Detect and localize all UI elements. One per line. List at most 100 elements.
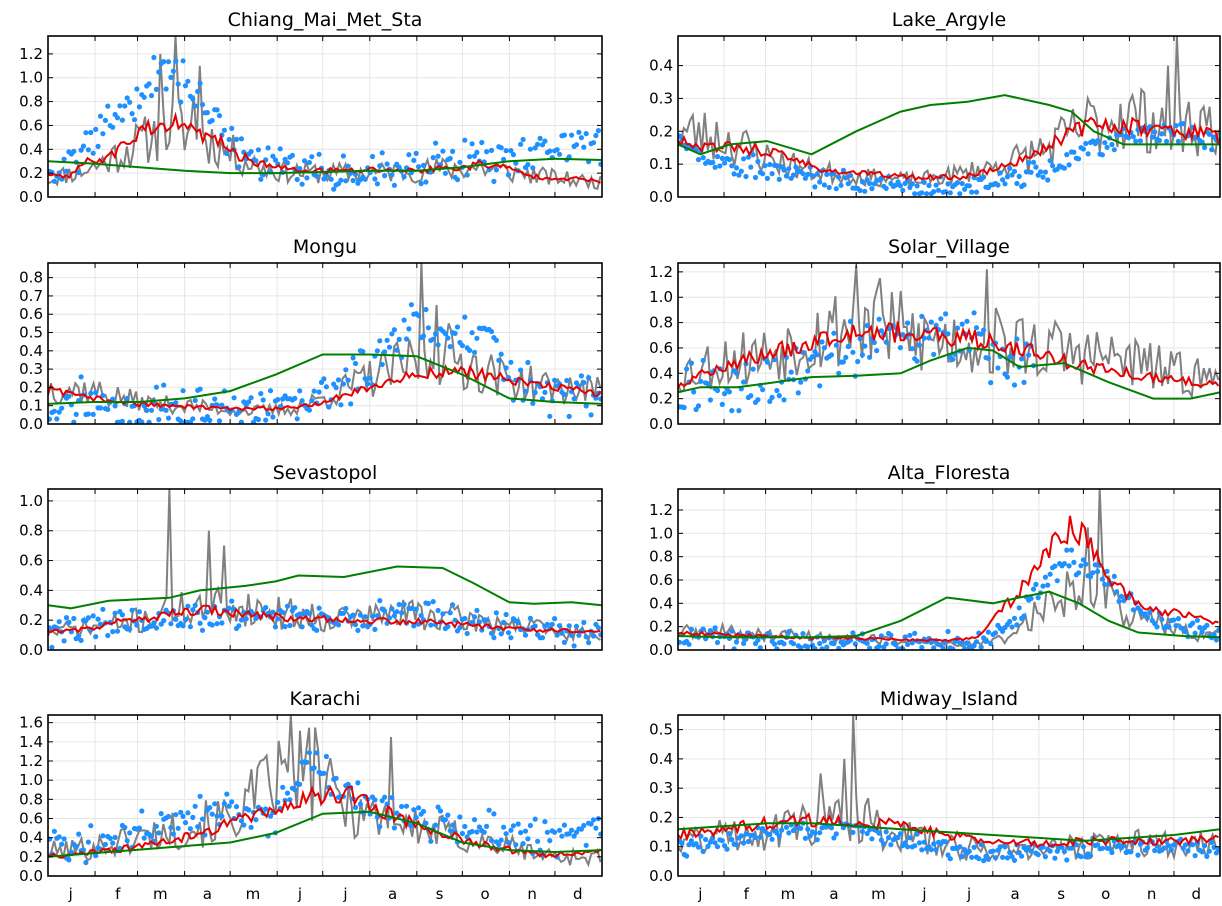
scatter-point (165, 813, 172, 820)
scatter-point (214, 107, 220, 113)
scatter-point (258, 391, 264, 397)
scatter-point (510, 152, 516, 158)
y-tick-label: 0.2 (649, 618, 673, 636)
scatter-point (248, 149, 254, 155)
scatter-point (102, 841, 108, 848)
scatter-point (924, 191, 930, 197)
scatter-point (180, 388, 186, 394)
scatter-point (314, 750, 320, 756)
scatter-point (817, 830, 823, 836)
scatter-point (508, 148, 514, 154)
scatter-point (745, 838, 752, 845)
scatter-point (503, 831, 509, 837)
scatter-point (530, 165, 536, 171)
scatter-point (547, 148, 553, 154)
green-series-line (678, 94, 1220, 156)
scatter-point (420, 333, 427, 339)
scatter-point (144, 407, 150, 413)
scatter-point (83, 130, 89, 136)
scatter-point (817, 640, 823, 647)
scatter-point (726, 831, 733, 837)
scatter-point (105, 103, 111, 109)
scatter-point (204, 110, 210, 116)
scatter-point (127, 830, 133, 836)
scatter-point (1064, 857, 1070, 863)
scatter-point (1092, 562, 1098, 568)
scatter-point (333, 385, 339, 391)
scatter-point (306, 750, 312, 756)
scatter-point (59, 405, 65, 411)
scatter-point (1007, 165, 1013, 171)
scatter-point (408, 823, 414, 829)
scatter-point (1085, 151, 1091, 157)
scatter-point (981, 858, 987, 864)
scatter-point (270, 153, 276, 159)
scatter-point (97, 621, 104, 627)
scatter-point (1194, 617, 1200, 623)
scatter-point (508, 827, 514, 833)
scatter-point (859, 179, 866, 185)
scatter-point (819, 339, 825, 345)
y-tick-label: 0.2 (19, 611, 43, 629)
scatter-point (340, 610, 346, 616)
scatter-point (569, 827, 575, 833)
scatter-point (767, 398, 773, 404)
green-series-line (48, 157, 602, 175)
scatter-point (731, 646, 737, 650)
scatter-point (539, 635, 546, 641)
axes-frame (47, 488, 603, 651)
scatter-point (738, 168, 744, 174)
scatter-point (165, 59, 172, 65)
scatter-point (190, 416, 196, 422)
scatter-point (226, 605, 232, 611)
scatter-point (978, 644, 984, 650)
scatter-point (384, 337, 390, 343)
scatter-point (1021, 613, 1027, 619)
scatter-point (933, 847, 939, 853)
scatter-point (864, 640, 870, 646)
scatter-point (71, 148, 77, 154)
scatter-series (48, 302, 602, 424)
scatter-point (1197, 624, 1203, 631)
scatter-point (1182, 842, 1189, 848)
y-tick-label: 0.0 (19, 867, 43, 885)
scatter-point (817, 179, 823, 185)
scatter-point (352, 622, 359, 628)
scatter-point (838, 182, 844, 188)
scatter-point (527, 615, 534, 622)
scatter-point (263, 417, 269, 423)
x-tick-label: j (966, 885, 971, 903)
scatter-point (151, 54, 157, 61)
red-series-line (678, 812, 1219, 849)
scatter-point (471, 153, 478, 159)
scatter-point (1000, 628, 1006, 635)
gray-series-line (48, 489, 602, 644)
scatter-point (819, 646, 825, 650)
scatter-point (586, 375, 592, 381)
scatter-point (552, 377, 558, 383)
gray-series-line (48, 263, 602, 418)
x-tick-label: o (1101, 885, 1110, 903)
scatter-point (1202, 843, 1208, 849)
axes-frame (47, 262, 603, 425)
scatter-point (345, 377, 351, 383)
scatter-point (836, 174, 842, 180)
scatter-point (959, 854, 965, 860)
scatter-point (503, 148, 509, 154)
scatter-point (335, 622, 342, 628)
scatter-point (821, 345, 828, 351)
y-tick-label: 1.0 (19, 492, 43, 510)
scatter-point (774, 387, 780, 394)
scatter-point (561, 822, 568, 828)
scatter-point (1019, 853, 1025, 859)
y-tick-label: 0.2 (19, 848, 43, 866)
scatter-point (940, 645, 946, 650)
scatter-point (435, 342, 441, 348)
scatter-point (311, 765, 317, 771)
scatter-point (921, 839, 927, 845)
scatter-point (321, 376, 327, 382)
scatter-point (1054, 848, 1060, 854)
scatter-point (905, 320, 911, 326)
scatter-point (741, 379, 747, 385)
x-tick-label: d (1191, 885, 1201, 903)
